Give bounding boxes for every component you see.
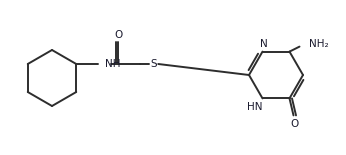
Text: HN: HN xyxy=(247,102,263,112)
Text: S: S xyxy=(150,59,156,69)
Text: NH: NH xyxy=(105,59,121,69)
Text: O: O xyxy=(114,30,122,40)
Text: O: O xyxy=(290,119,299,129)
Text: NH₂: NH₂ xyxy=(310,39,329,49)
Text: N: N xyxy=(260,39,267,49)
